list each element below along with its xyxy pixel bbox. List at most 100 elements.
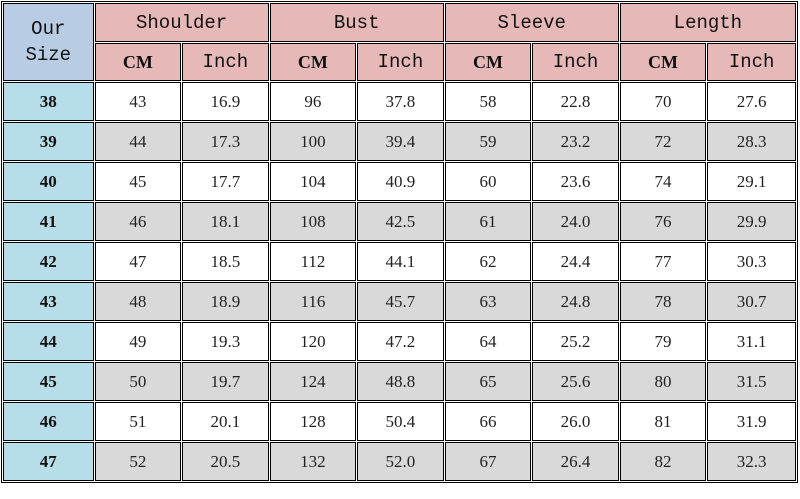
measurement-cell: 31.9: [707, 402, 796, 441]
measurement-cell: 112: [269, 242, 357, 281]
size-cell: 42: [3, 242, 94, 281]
measurement-cell: 65: [444, 362, 532, 401]
measurement-cell: 24.8: [532, 282, 619, 321]
measurement-cell: 50: [94, 362, 182, 401]
measurement-cell: 40.9: [357, 162, 444, 201]
size-header-line1: Our: [31, 18, 66, 40]
measurement-cell: 17.3: [182, 122, 269, 161]
measurement-cell: 17.7: [182, 162, 269, 201]
unit-cm: CM: [619, 43, 707, 81]
measurement-cell: 42.5: [357, 202, 444, 241]
measurement-cell: 26.4: [532, 442, 619, 481]
measurement-cell: 32.3: [707, 442, 796, 481]
measurement-cell: 51: [94, 402, 182, 441]
measurement-cell: 16.9: [182, 82, 269, 121]
measurement-cell: 59: [444, 122, 532, 161]
measurement-cell: 76: [619, 202, 707, 241]
size-cell: 43: [3, 282, 94, 321]
measurement-cell: 78: [619, 282, 707, 321]
size-cell: 41: [3, 202, 94, 241]
measurement-cell: 116: [269, 282, 357, 321]
shoulder-header: Shoulder: [94, 3, 269, 42]
size-header-line2: Size: [25, 44, 72, 66]
measurement-cell: 23.6: [532, 162, 619, 201]
measurement-cell: 52.0: [357, 442, 444, 481]
size-cell: 38: [3, 82, 94, 121]
measurement-cell: 43: [94, 82, 182, 121]
measurement-cell: 29.1: [707, 162, 796, 201]
measurement-cell: 25.6: [532, 362, 619, 401]
measurement-cell: 67: [444, 442, 532, 481]
measurement-cell: 132: [269, 442, 357, 481]
bust-header: Bust: [269, 3, 444, 42]
measurement-cell: 29.9: [707, 202, 796, 241]
table-row: 47 52 20.5 132 52.0 67 26.4 82 32.3: [3, 442, 796, 481]
measurement-cell: 60: [444, 162, 532, 201]
measurement-cell: 39.4: [357, 122, 444, 161]
measurement-cell: 44: [94, 122, 182, 161]
measurement-cell: 30.7: [707, 282, 796, 321]
measurement-cell: 108: [269, 202, 357, 241]
measurement-cell: 77: [619, 242, 707, 281]
measurement-cell: 50.4: [357, 402, 444, 441]
measurement-cell: 20.1: [182, 402, 269, 441]
measurement-cell: 81: [619, 402, 707, 441]
unit-header-row: CM Inch CM Inch CM Inch CM Inch: [3, 43, 796, 81]
unit-inch: Inch: [707, 43, 796, 81]
unit-cm: CM: [269, 43, 357, 81]
measurement-cell: 52: [94, 442, 182, 481]
measurement-cell: 22.8: [532, 82, 619, 121]
measurement-cell: 63: [444, 282, 532, 321]
table-row: 39 44 17.3 100 39.4 59 23.2 72 28.3: [3, 122, 796, 161]
measurement-cell: 72: [619, 122, 707, 161]
group-header-row: Our Size Shoulder Bust Sleeve Length: [3, 3, 796, 81]
unit-inch: Inch: [182, 43, 269, 81]
table-row: 46 51 20.1 128 50.4 66 26.0 81 31.9: [3, 402, 796, 441]
measurement-cell: 66: [444, 402, 532, 441]
measurement-cell: 31.1: [707, 322, 796, 361]
measurement-cell: 47: [94, 242, 182, 281]
measurement-cell: 37.8: [357, 82, 444, 121]
measurement-cell: 19.7: [182, 362, 269, 401]
table-row: 43 48 18.9 116 45.7 63 24.8 78 30.7: [3, 282, 796, 321]
size-cell: 39: [3, 122, 94, 161]
measurement-cell: 58: [444, 82, 532, 121]
size-chart-table: Our Size Shoulder Bust Sleeve Length CM …: [1, 1, 798, 483]
measurement-cell: 45.7: [357, 282, 444, 321]
size-cell: 45: [3, 362, 94, 401]
measurement-cell: 74: [619, 162, 707, 201]
measurement-cell: 23.2: [532, 122, 619, 161]
table-row: 38 43 16.9 96 37.8 58 22.8 70 27.6: [3, 82, 796, 121]
measurement-cell: 31.5: [707, 362, 796, 401]
table-row: 40 45 17.7 104 40.9 60 23.6 74 29.1: [3, 162, 796, 201]
measurement-cell: 62: [444, 242, 532, 281]
measurement-cell: 79: [619, 322, 707, 361]
measurement-cell: 96: [269, 82, 357, 121]
measurement-cell: 18.1: [182, 202, 269, 241]
table-row: 45 50 19.7 124 48.8 65 25.6 80 31.5: [3, 362, 796, 401]
measurement-cell: 70: [619, 82, 707, 121]
measurement-cell: 46: [94, 202, 182, 241]
size-header: Our Size: [3, 3, 94, 81]
length-header: Length: [619, 3, 796, 42]
measurement-cell: 26.0: [532, 402, 619, 441]
table-row: 44 49 19.3 120 47.2 64 25.2 79 31.1: [3, 322, 796, 361]
measurement-cell: 80: [619, 362, 707, 401]
sleeve-header: Sleeve: [444, 3, 619, 42]
measurement-cell: 128: [269, 402, 357, 441]
size-cell: 47: [3, 442, 94, 481]
measurement-cell: 44.1: [357, 242, 444, 281]
measurement-cell: 48.8: [357, 362, 444, 401]
measurement-cell: 49: [94, 322, 182, 361]
measurement-cell: 61: [444, 202, 532, 241]
measurement-cell: 48: [94, 282, 182, 321]
measurement-cell: 45: [94, 162, 182, 201]
measurement-cell: 30.3: [707, 242, 796, 281]
measurement-cell: 100: [269, 122, 357, 161]
measurement-cell: 25.2: [532, 322, 619, 361]
measurement-cell: 18.5: [182, 242, 269, 281]
measurement-cell: 120: [269, 322, 357, 361]
measurement-cell: 27.6: [707, 82, 796, 121]
unit-inch: Inch: [357, 43, 444, 81]
table-row: 41 46 18.1 108 42.5 61 24.0 76 29.9: [3, 202, 796, 241]
